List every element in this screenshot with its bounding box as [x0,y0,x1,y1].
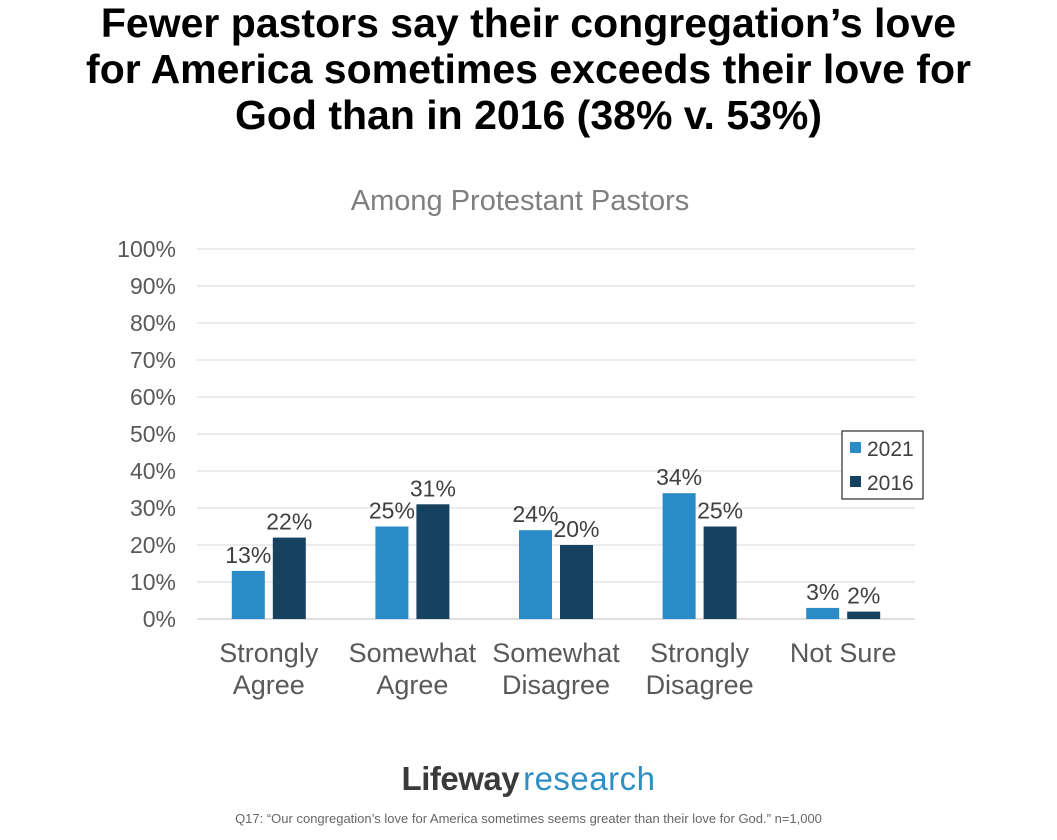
data-label: 3% [806,579,839,605]
legend-swatch [850,442,861,453]
x-tick-label: Somewhat [349,638,477,668]
data-label: 31% [410,475,456,501]
headline: Fewer pastors say their congregation’s l… [0,0,1057,138]
y-tick-label: 90% [130,273,176,299]
x-tick-label: Agree [233,670,305,700]
legend-swatch [850,476,861,487]
y-tick-label: 0% [143,606,176,632]
bar-2016 [847,611,881,619]
brand-logo: Lifeway research [0,760,1057,798]
y-tick-label: 100% [117,236,176,262]
brand-name-light: research [523,760,656,797]
footnote: Q17: “Our congregation’s love for Americ… [235,811,822,826]
data-label: 20% [553,516,599,542]
bar-2021 [519,530,552,619]
x-tick-label: Disagree [502,670,610,700]
bar-2016 [560,545,593,619]
headline-line-1: Fewer pastors say their congregation’s l… [100,0,957,46]
y-axis-ticks: 0% 10% 20% 30% 40% 50% 60% 70% 80% 90% 100% [117,236,176,632]
headline-line-3: God than in 2016 (38% v. 53%) [234,92,823,138]
x-tick-label: Somewhat [492,638,620,668]
bar-2016 [703,526,737,619]
data-labels: 13%22% 25%31%24%20%34%25%3% 2% [225,464,880,608]
bar-2016 [272,537,306,619]
gridlines [197,248,915,620]
data-label: 25% [369,498,415,524]
x-tick-label: Disagree [646,670,754,700]
y-tick-label: 30% [130,495,176,521]
x-tick-label: Strongly [650,638,750,668]
data-label: 22% [266,509,312,535]
headline-line-2: for America sometimes exceeds their love… [86,46,971,92]
y-tick-label: 80% [130,310,176,336]
x-tick-label: Not Sure [790,638,897,668]
x-axis-ticks: StronglyAgreeSomewhatAgreeSomewhatDisagr… [219,638,896,700]
x-tick-label: Strongly [219,638,319,668]
bar-2021 [231,570,265,619]
bar-2021 [806,607,840,619]
bar-chart: Among Protestant Pastors 0% 10% 20% 30% 40% 5… [117,185,924,700]
legend: 2021 2016 [841,430,924,500]
data-label: 24% [512,501,558,527]
legend-label: 2021 [867,438,914,461]
data-label: 34% [656,464,702,490]
legend-label: 2016 [867,472,914,495]
bar-2021 [662,493,696,619]
y-tick-label: 70% [130,347,176,373]
y-tick-label: 60% [130,384,176,410]
y-tick-label: 50% [130,421,176,447]
data-label: 25% [697,498,743,524]
x-tick-label: Agree [376,670,448,700]
y-tick-label: 40% [130,458,176,484]
y-tick-label: 20% [130,532,176,558]
bar-2021 [375,526,409,619]
y-tick-label: 10% [130,569,176,595]
bars [231,493,881,619]
data-label: 2% [847,583,880,609]
brand-name-bold: Lifeway [401,760,520,797]
bar-2016 [416,504,450,619]
data-label: 13% [225,542,271,568]
chart-title: Among Protestant Pastors [351,185,690,217]
